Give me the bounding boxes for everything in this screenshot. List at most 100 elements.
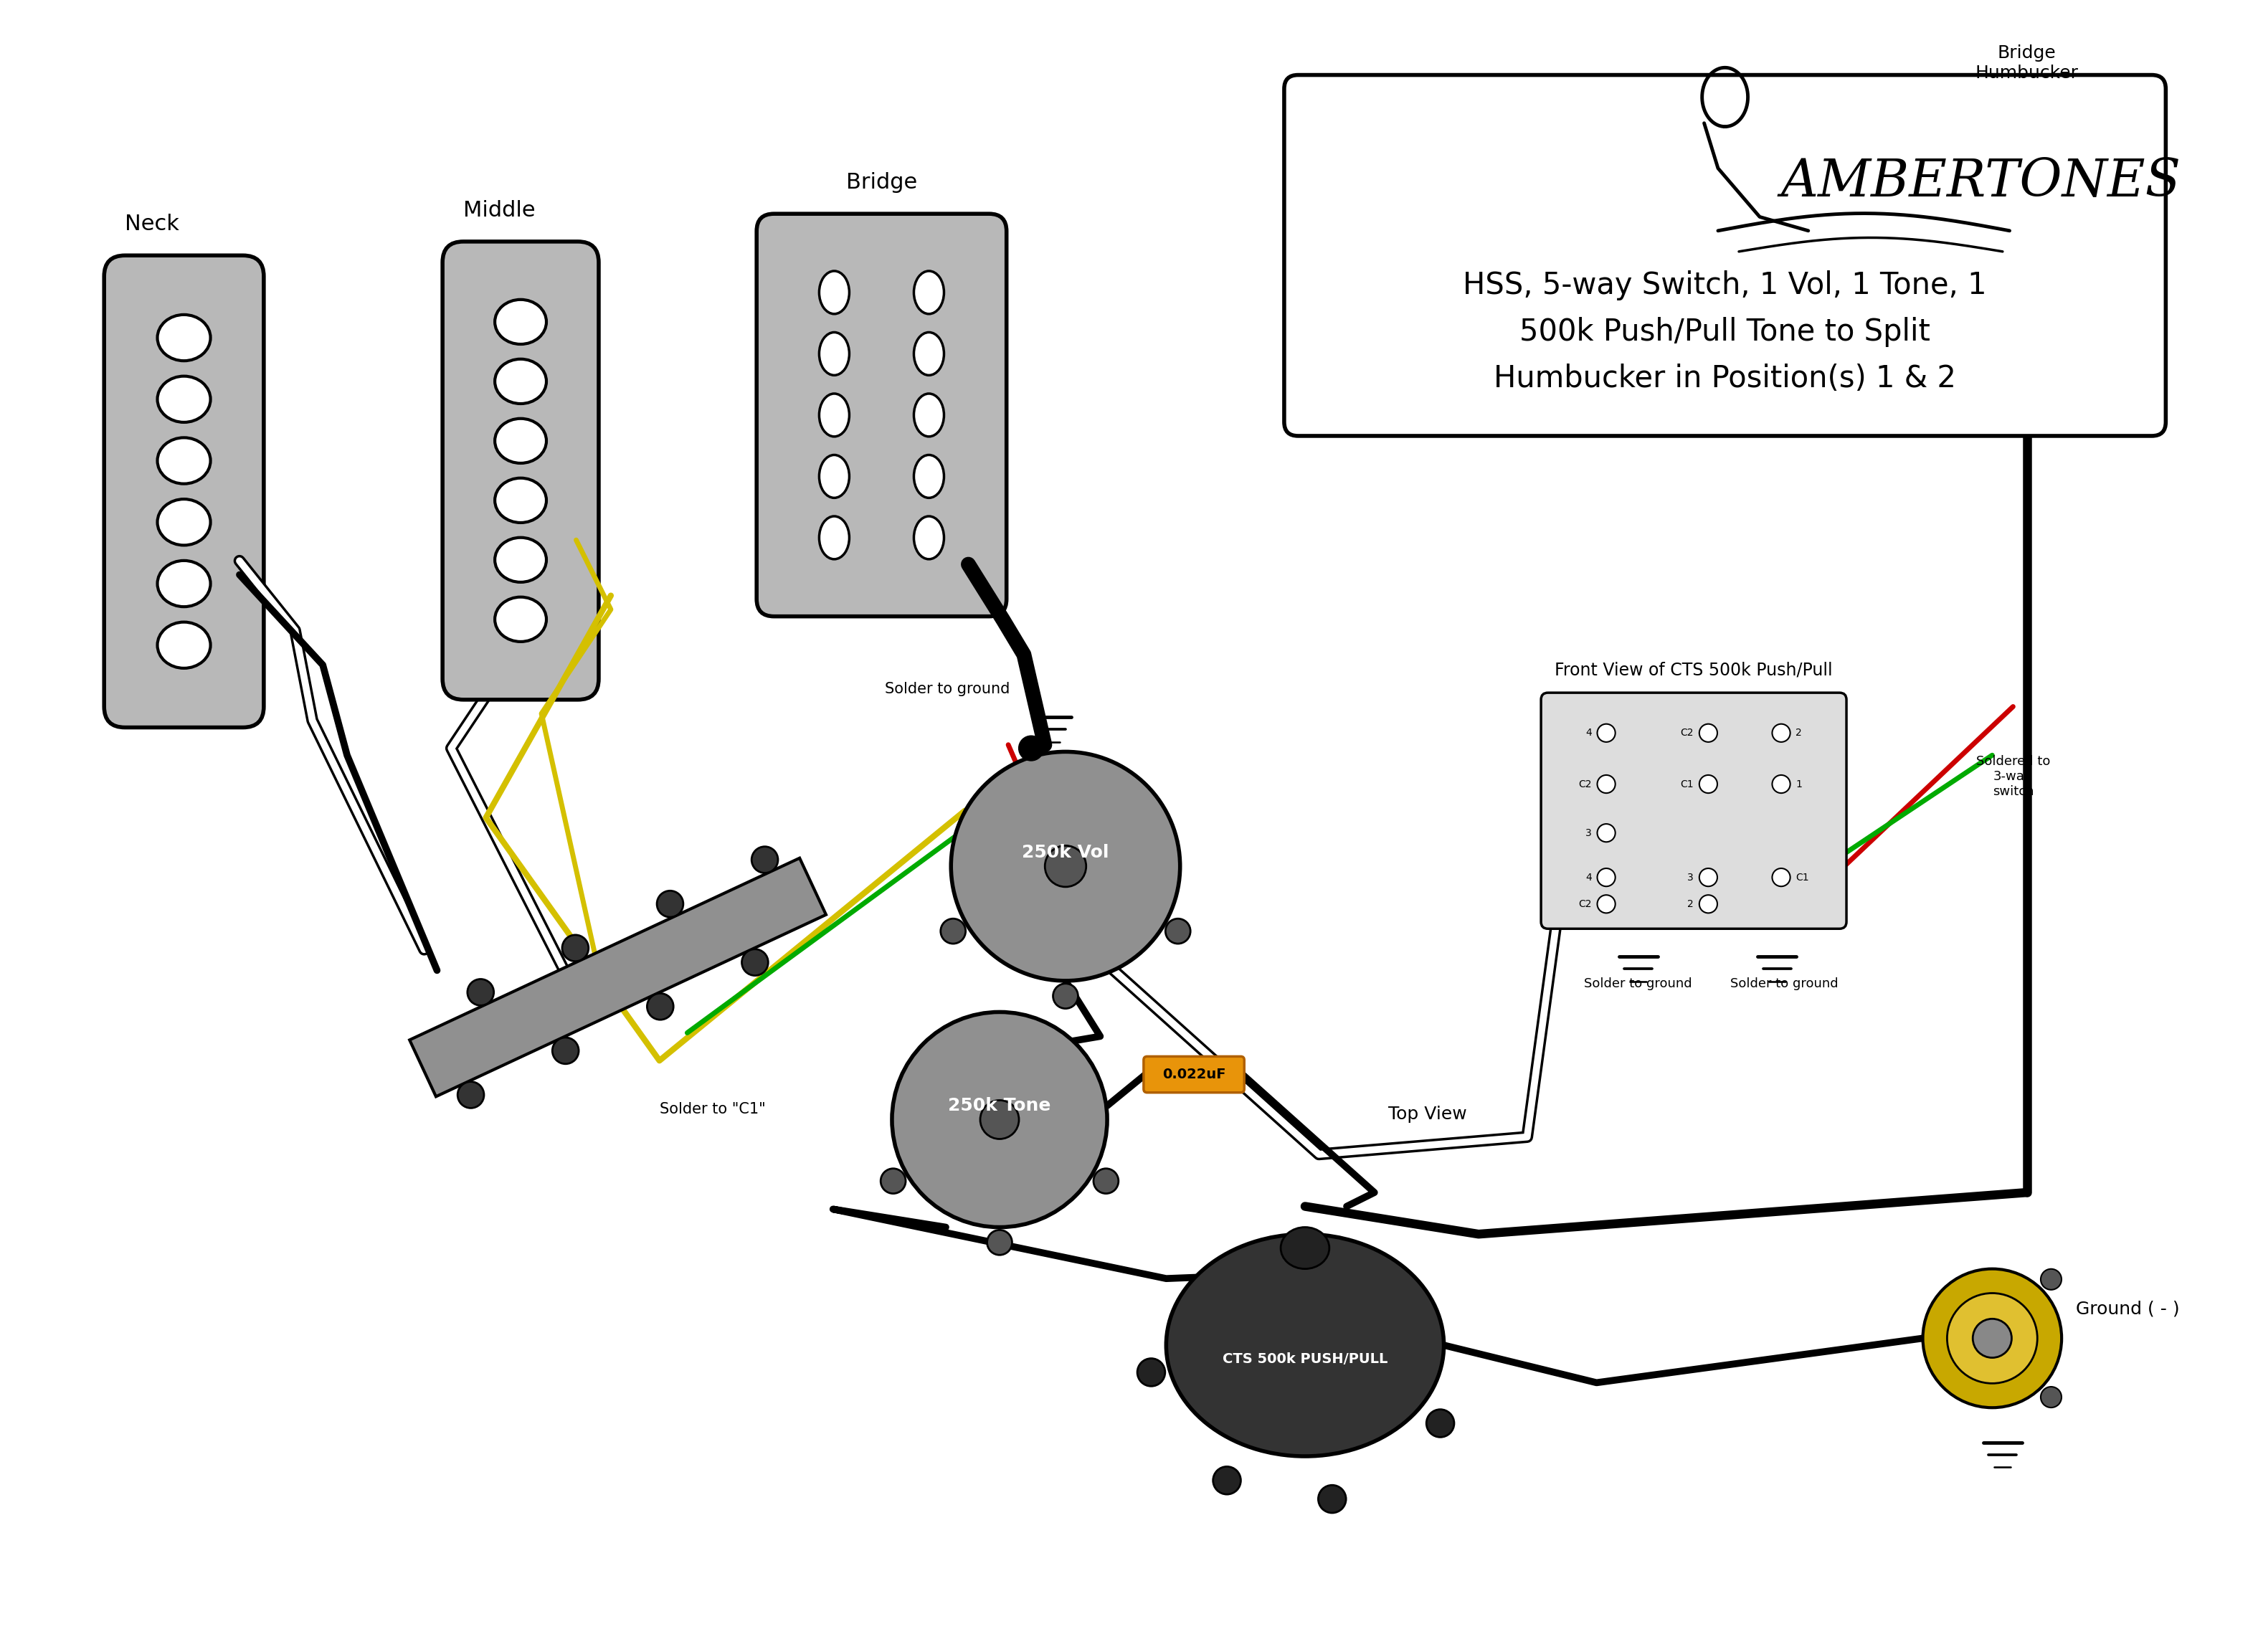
Circle shape xyxy=(1924,1269,2062,1408)
Circle shape xyxy=(2041,1386,2062,1408)
Circle shape xyxy=(1427,1409,1454,1437)
Ellipse shape xyxy=(1280,1227,1330,1269)
Ellipse shape xyxy=(158,623,210,667)
Circle shape xyxy=(1773,869,1791,887)
Text: Top View: Top View xyxy=(1389,1105,1468,1123)
Text: Middle: Middle xyxy=(463,200,535,221)
Circle shape xyxy=(942,919,966,943)
Circle shape xyxy=(1165,919,1190,943)
Ellipse shape xyxy=(914,454,944,497)
Text: C2: C2 xyxy=(1578,780,1592,790)
Text: Soldered to
3-way
switch: Soldered to 3-way switch xyxy=(1976,755,2050,798)
Ellipse shape xyxy=(914,393,944,436)
Ellipse shape xyxy=(820,271,849,314)
Circle shape xyxy=(1946,1294,2037,1383)
Circle shape xyxy=(1700,724,1718,742)
Circle shape xyxy=(562,935,589,961)
Ellipse shape xyxy=(495,358,546,403)
Ellipse shape xyxy=(158,560,210,606)
Circle shape xyxy=(1596,869,1614,887)
Circle shape xyxy=(2041,1269,2062,1290)
Ellipse shape xyxy=(495,418,546,463)
Text: 3: 3 xyxy=(1687,872,1693,882)
Ellipse shape xyxy=(914,517,944,558)
Text: C1: C1 xyxy=(1795,872,1809,882)
Text: 2: 2 xyxy=(1687,899,1693,909)
Text: 4: 4 xyxy=(1585,729,1592,738)
Text: C1: C1 xyxy=(1680,780,1693,790)
Text: HSS, 5-way Switch, 1 Vol, 1 Tone, 1: HSS, 5-way Switch, 1 Vol, 1 Tone, 1 xyxy=(1463,271,1987,301)
Text: Humbucker in Position(s) 1 & 2: Humbucker in Position(s) 1 & 2 xyxy=(1495,363,1955,393)
Circle shape xyxy=(657,890,684,917)
Text: 2: 2 xyxy=(1795,729,1802,738)
Circle shape xyxy=(892,1013,1106,1227)
Text: 0.022uF: 0.022uF xyxy=(1163,1067,1226,1082)
FancyBboxPatch shape xyxy=(443,241,598,700)
Ellipse shape xyxy=(158,314,210,360)
Circle shape xyxy=(467,980,495,1006)
Ellipse shape xyxy=(914,332,944,375)
Circle shape xyxy=(1973,1318,2012,1358)
Circle shape xyxy=(1596,724,1614,742)
Circle shape xyxy=(1052,983,1077,1009)
Circle shape xyxy=(1596,824,1614,843)
Circle shape xyxy=(980,1100,1018,1138)
FancyBboxPatch shape xyxy=(756,213,1007,616)
Circle shape xyxy=(1045,846,1086,887)
Circle shape xyxy=(987,1231,1012,1256)
Circle shape xyxy=(743,950,768,976)
FancyBboxPatch shape xyxy=(1143,1056,1244,1092)
Ellipse shape xyxy=(495,537,546,582)
Circle shape xyxy=(1773,724,1791,742)
Text: Bridge
Humbucker: Bridge Humbucker xyxy=(1976,45,2080,83)
Circle shape xyxy=(1773,775,1791,793)
Circle shape xyxy=(1319,1485,1346,1513)
Polygon shape xyxy=(409,857,826,1097)
Circle shape xyxy=(752,846,779,872)
Circle shape xyxy=(1700,775,1718,793)
Ellipse shape xyxy=(158,438,210,484)
Text: 1: 1 xyxy=(1795,780,1802,790)
Circle shape xyxy=(553,1037,578,1064)
Ellipse shape xyxy=(158,377,210,423)
Text: Neck: Neck xyxy=(124,213,178,235)
Ellipse shape xyxy=(1165,1234,1443,1457)
Circle shape xyxy=(648,993,673,1019)
Text: 4: 4 xyxy=(1585,872,1592,882)
Text: Solder to "C1": Solder to "C1" xyxy=(659,1102,765,1117)
Text: Front View of CTS 500k Push/Pull: Front View of CTS 500k Push/Pull xyxy=(1556,662,1833,679)
FancyBboxPatch shape xyxy=(1540,692,1847,928)
Circle shape xyxy=(951,752,1181,981)
Ellipse shape xyxy=(820,517,849,558)
Circle shape xyxy=(1138,1358,1165,1386)
Circle shape xyxy=(1018,735,1043,762)
Circle shape xyxy=(1700,895,1718,914)
Text: 500k Push/Pull Tone to Split: 500k Push/Pull Tone to Split xyxy=(1520,317,1931,347)
Circle shape xyxy=(1596,895,1614,914)
Ellipse shape xyxy=(914,271,944,314)
Text: AMBERTONES: AMBERTONES xyxy=(1782,157,2181,208)
Text: C2: C2 xyxy=(1578,899,1592,909)
Ellipse shape xyxy=(158,499,210,545)
Text: Bridge: Bridge xyxy=(847,172,917,193)
FancyBboxPatch shape xyxy=(1285,74,2165,436)
Text: 250k Vol: 250k Vol xyxy=(1023,844,1109,861)
Text: Ground ( - ): Ground ( - ) xyxy=(2075,1300,2179,1317)
Circle shape xyxy=(1596,775,1614,793)
Ellipse shape xyxy=(820,393,849,436)
Circle shape xyxy=(881,1168,905,1193)
Ellipse shape xyxy=(495,596,546,641)
Ellipse shape xyxy=(495,299,546,344)
Text: 250k Tone: 250k Tone xyxy=(948,1097,1050,1115)
Circle shape xyxy=(1213,1467,1242,1495)
Text: Solder to ground: Solder to ground xyxy=(885,682,1009,695)
Text: Solder to ground: Solder to ground xyxy=(1730,978,1838,990)
Ellipse shape xyxy=(820,332,849,375)
Ellipse shape xyxy=(820,454,849,497)
Circle shape xyxy=(1700,869,1718,887)
Text: 3: 3 xyxy=(1585,828,1592,838)
FancyBboxPatch shape xyxy=(104,256,264,727)
Circle shape xyxy=(458,1082,483,1108)
Ellipse shape xyxy=(495,477,546,522)
Text: CTS 500k PUSH/PULL: CTS 500k PUSH/PULL xyxy=(1222,1353,1389,1366)
